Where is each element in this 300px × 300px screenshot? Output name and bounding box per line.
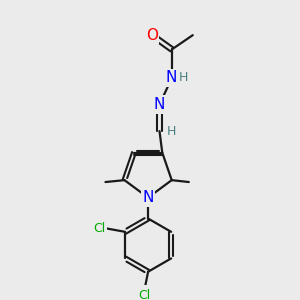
Text: N: N [154,97,165,112]
Text: H: H [178,71,188,84]
Text: Cl: Cl [93,221,106,235]
Text: N: N [142,190,154,205]
Text: O: O [146,28,158,43]
Text: H: H [167,124,176,138]
Text: N: N [165,70,177,86]
Text: Cl: Cl [138,289,150,300]
